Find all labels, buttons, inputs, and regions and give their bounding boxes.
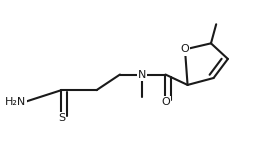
Text: O: O <box>161 97 170 107</box>
Text: H₂N: H₂N <box>5 97 26 107</box>
Text: O: O <box>181 44 189 54</box>
Text: N: N <box>138 70 146 80</box>
Text: S: S <box>58 113 65 123</box>
